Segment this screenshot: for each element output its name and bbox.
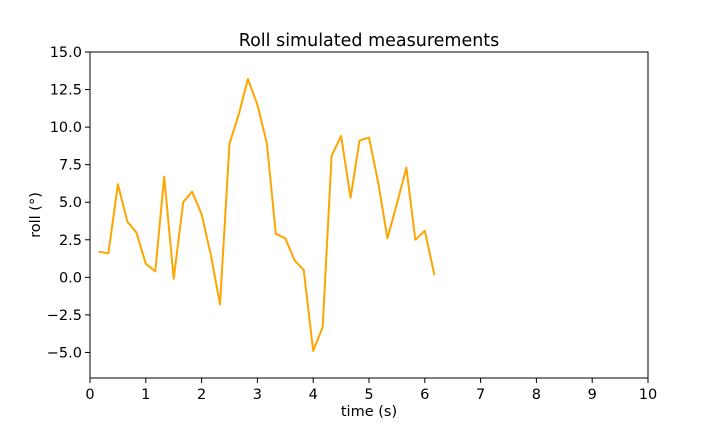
plot-area [98,78,436,352]
x-tick-label: 9 [588,387,597,403]
data-point [117,183,119,186]
y-tick-label: 0.0 [59,270,82,286]
y-axis-title: roll (°) [28,192,44,238]
data-point [247,78,249,80]
y-tick-label: 2.5 [59,233,82,249]
data-point [228,142,231,145]
y-tick-label: 5.0 [59,195,82,211]
y-axis: −5.0 −2.5 0.0 2.5 5.0 7.5 10.0 12.5 15.0 [47,45,90,361]
data-point [135,231,138,234]
data-point [98,251,101,253]
data-point [321,326,324,328]
data-point [293,260,296,262]
data-point [396,202,398,205]
data-point [191,190,193,193]
data-point [172,278,175,280]
data-point [200,213,203,216]
data-point [145,263,147,265]
data-point [368,136,370,139]
x-tick-label: 7 [476,387,485,403]
y-tick-label: 15.0 [50,45,82,61]
y-tick-label: 12.5 [50,83,82,99]
data-point [154,270,157,273]
data-point [107,252,110,255]
data-point [182,201,184,204]
data-point [386,237,389,240]
data-point [219,303,221,306]
data-point [210,255,212,258]
x-tick-label: 6 [420,387,429,403]
x-tick-label: 0 [85,387,94,403]
x-tick-label: 5 [364,387,373,403]
data-point [284,237,287,240]
data-point [238,112,240,115]
y-tick-label: 7.5 [59,158,82,174]
data-point [340,135,342,137]
data-point [424,229,426,232]
x-axis: 0 1 2 3 4 5 6 7 8 9 10 [85,378,657,403]
x-tick-label: 10 [639,387,657,403]
data-point [377,183,380,186]
y-tick-label: 10.0 [50,120,82,136]
data-point [256,103,259,106]
data-point [349,196,352,199]
data-point [266,142,268,145]
data-point [405,166,408,169]
data-point [126,220,129,223]
data-point [433,273,436,276]
data-point [275,232,277,235]
data-point [330,154,333,157]
x-tick-label: 4 [309,387,318,403]
x-tick-label: 8 [532,387,541,403]
data-point [163,175,166,178]
x-tick-label: 2 [197,387,206,403]
y-tick-label: −5.0 [47,345,82,361]
data-point [302,269,305,271]
x-tick-label: 1 [141,387,150,403]
data-point [358,139,361,142]
data-point [312,350,315,352]
y-tick-label: −2.5 [47,308,82,324]
x-axis-title: time (s) [341,404,397,420]
data-point [414,238,417,241]
chart-title: Roll simulated measurements [239,31,500,51]
x-tick-label: 3 [253,387,262,403]
